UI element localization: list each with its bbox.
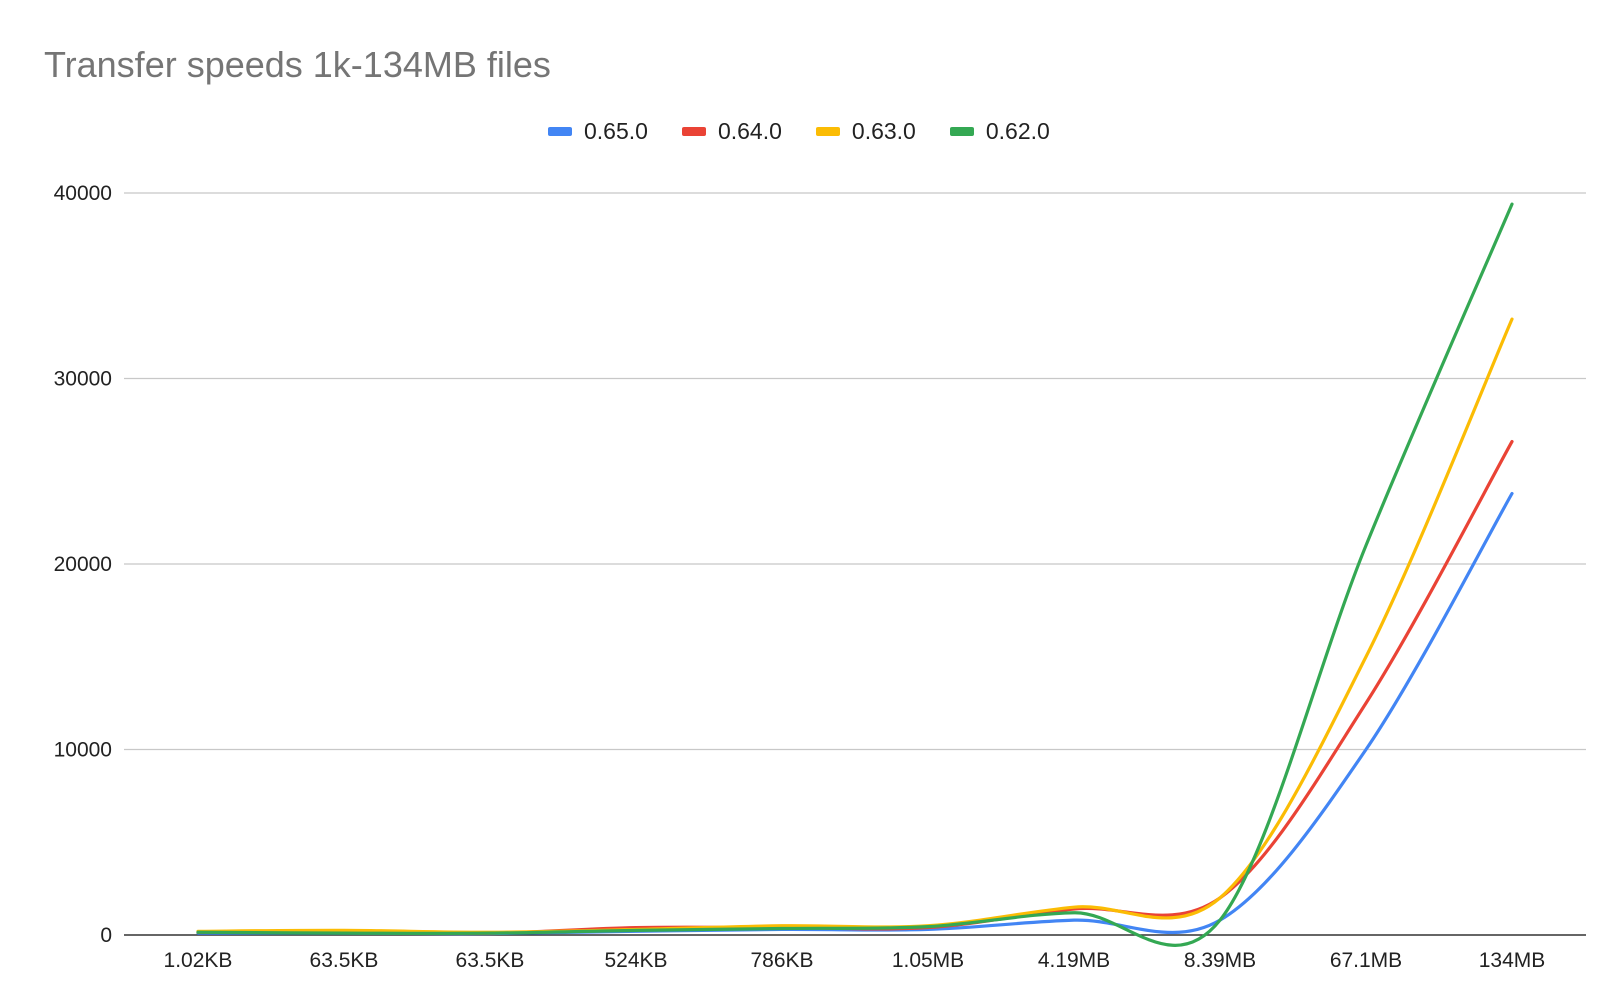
series-line-0-63-0 (196, 317, 1514, 934)
y-axis-ticks: 0 10000 20000 30000 40000 (54, 182, 112, 947)
legend-item: 0.63.0 (815, 118, 916, 145)
x-tick-label: 524KB (604, 949, 667, 972)
x-tick-label: 67.1MB (1330, 949, 1402, 972)
legend-swatch (815, 127, 840, 136)
x-tick-label: 134MB (1479, 949, 1546, 972)
series-line-0-62-0 (196, 202, 1514, 947)
legend-swatch (949, 127, 974, 136)
y-tick-label: 30000 (54, 368, 112, 391)
legend-label: 0.62.0 (985, 118, 1050, 144)
series-line-0-65-0 (196, 491, 1514, 936)
legend-label: 0.64.0 (717, 118, 782, 144)
legend-item: 0.62.0 (949, 118, 1050, 145)
x-tick-label: 63.5KB (456, 949, 525, 972)
legend-item: 0.64.0 (681, 118, 782, 145)
legend-item: 0.65.0 (548, 118, 648, 145)
legend-label: 0.65.0 (584, 118, 648, 144)
x-tick-label: 1.05MB (892, 949, 964, 972)
x-tick-label: 1.02KB (164, 949, 233, 972)
chart-title: Transfer speeds 1k-134MB files (44, 44, 551, 85)
series-lines (196, 202, 1514, 947)
chart-legend: 0.65.0 0.64.0 0.63.0 0.62.0 (548, 118, 1084, 145)
x-tick-label: 786KB (750, 949, 813, 972)
x-tick-label: 8.39MB (1184, 949, 1256, 972)
x-tick-label: 4.19MB (1038, 949, 1110, 972)
y-tick-label: 0 (100, 924, 112, 947)
y-tick-label: 40000 (54, 182, 112, 205)
x-tick-label: 63.5KB (310, 949, 379, 972)
gridlines (124, 192, 1586, 936)
legend-swatch (548, 127, 572, 136)
y-tick-label: 20000 (54, 553, 112, 576)
legend-label: 0.63.0 (851, 118, 916, 144)
y-tick-label: 10000 (54, 739, 112, 762)
legend-swatch (681, 127, 706, 136)
x-axis-ticks: 1.02KB 63.5KB 63.5KB 524KB 786KB 1.05MB 4.19MB… (164, 949, 1546, 972)
